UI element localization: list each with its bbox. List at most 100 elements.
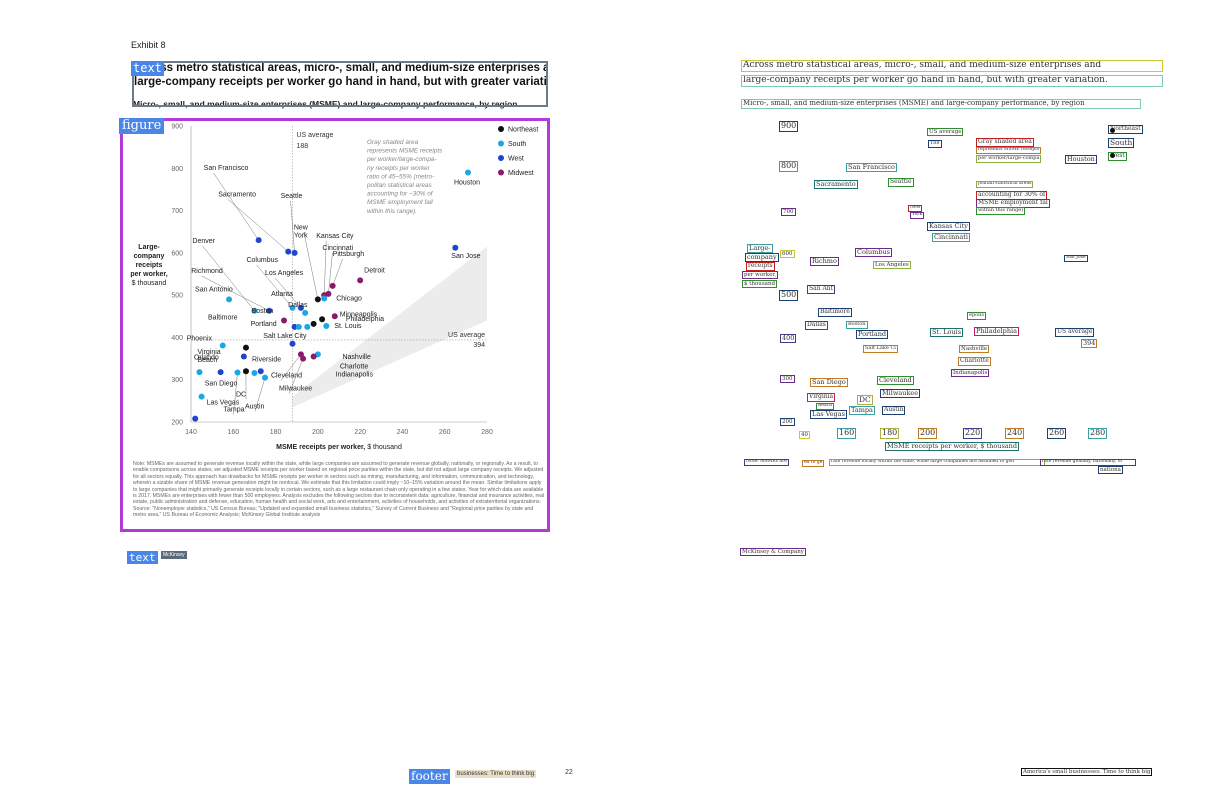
ocr-label: Philadelphia <box>974 327 1019 337</box>
y-axis-label: per worker, <box>130 271 167 278</box>
ocr-label: Columbus <box>855 248 892 258</box>
ocr-label: 900 <box>779 121 799 132</box>
ocr-label: 700 <box>781 208 796 217</box>
ocr-label: Sacramento <box>814 180 858 190</box>
data-point <box>255 237 262 244</box>
us-average-x-label: 188 <box>296 143 308 150</box>
ocr-label: epolis <box>967 312 986 320</box>
ocr-label: Milwaukee <box>880 389 921 399</box>
point-label: Nashville <box>342 354 371 361</box>
data-point <box>251 307 258 314</box>
ocr-label: Charlotte <box>958 357 991 366</box>
point-label: San Antonio <box>195 286 233 293</box>
point-label: New <box>294 224 309 231</box>
shaded-area-note: Gray shaded area <box>367 139 419 146</box>
region-tag-text: text <box>131 61 164 76</box>
ocr-label: 300 <box>780 375 795 384</box>
data-point <box>297 304 304 311</box>
ocr-note-fragment: Note: MSMEs are <box>744 459 789 466</box>
point-label: Salt Lake City <box>263 333 307 340</box>
ocr-label: Cleveland <box>877 376 914 386</box>
ocr-label: 600 <box>780 250 795 259</box>
data-point <box>285 248 292 255</box>
point-label: Philadelphia <box>346 316 384 323</box>
point-label: Columbus <box>246 257 278 264</box>
data-point <box>329 282 336 289</box>
ocr-note-fragment: nationa <box>1098 466 1123 475</box>
leader-line <box>303 232 319 300</box>
ocr-label: 260 <box>1047 428 1067 439</box>
ocr-label: US average <box>927 128 964 137</box>
scatter-chart: 140 160 180 200 220 240 260 280 200 300 400 500 600 7… <box>130 124 538 452</box>
ocr-legend-dot <box>1110 128 1115 133</box>
exhibit-title-line-1: Across metro statistical areas, micro-, … <box>134 62 546 74</box>
footer-text: businesses: Time to think big <box>455 770 537 778</box>
point-label: Sacramento <box>218 192 256 199</box>
point-label: Tampa <box>224 407 245 414</box>
shaded-area-note: within this range). <box>367 208 417 215</box>
data-point <box>314 296 321 303</box>
shaded-area-note: politan statistical areas <box>366 182 432 189</box>
ocr-label: receipts <box>746 262 775 271</box>
brand-mark: McKinsey <box>161 551 187 559</box>
data-point <box>289 340 296 347</box>
ocr-label: Gray shaded area <box>976 138 1034 147</box>
point-label: Atlanta <box>271 291 293 298</box>
shaded-area-note: represents MSME receipts <box>367 148 443 155</box>
ocr-note-fragment: rate revenue locally within the state, w… <box>829 459 1045 466</box>
point-label: Virginia <box>197 349 220 356</box>
data-point <box>281 317 288 324</box>
point-label: Orlando <box>194 354 219 361</box>
data-point <box>198 393 205 400</box>
ocr-label: per worker, <box>742 271 779 280</box>
x-tick-label: 140 <box>185 429 197 436</box>
ocr-label: 188 <box>928 140 942 148</box>
point-label: Las Vegas <box>207 400 240 407</box>
ocr-label: 800 <box>779 161 799 172</box>
ocr-label: South <box>1108 138 1135 149</box>
legend-label: West <box>508 156 524 163</box>
ocr-label: Cincinnati <box>932 233 970 243</box>
region-tag-footer: footer <box>409 769 450 784</box>
shaded-area-note: ratio of 45–55% (metro- <box>367 173 434 180</box>
ocr-label: Boston <box>846 321 868 329</box>
ocr-label: Las Vegas <box>810 410 847 420</box>
ocr-label: San Diego <box>810 378 848 388</box>
data-point <box>331 313 338 320</box>
ocr-label: 220 <box>963 428 983 439</box>
data-point <box>295 323 302 330</box>
ocr-label: represents MSME receipts <box>976 147 1042 154</box>
ocr-subtitle: Micro-, small, and medium-size enterpris… <box>741 99 1141 109</box>
ocr-label: San Ant <box>807 285 836 294</box>
data-point <box>300 355 307 362</box>
ocr-label: Virginia <box>807 393 836 402</box>
leader-line <box>256 264 293 308</box>
ocr-label: 200 <box>780 418 795 427</box>
leader-line <box>290 200 295 253</box>
x-tick-label: 220 <box>354 429 366 436</box>
ocr-legend-dot <box>1110 153 1115 158</box>
ocr-label: company <box>745 253 779 263</box>
ocr-label: Nashville <box>959 345 990 354</box>
ocr-label: York <box>910 212 925 219</box>
ocr-label: San Jose <box>1064 255 1088 262</box>
data-point <box>196 369 203 376</box>
data-point <box>242 344 249 351</box>
leader-line <box>228 199 289 252</box>
legend-marker <box>498 126 504 132</box>
y-tick-label: 800 <box>171 166 183 173</box>
data-point <box>219 342 226 349</box>
ocr-label: New <box>908 205 923 212</box>
ocr-label: Large- <box>747 244 773 254</box>
point-label: York <box>294 232 308 239</box>
region-tag-figure: figure <box>119 118 165 134</box>
y-tick-label: 400 <box>171 335 183 342</box>
data-point <box>464 169 471 176</box>
y-axis-label: $ thousand <box>132 280 167 287</box>
shaded-area-note: MSME employment fall <box>367 199 433 206</box>
ocr-label: Kansas City <box>927 222 970 232</box>
leader-line <box>254 377 266 412</box>
point-label: Riverside <box>252 357 281 364</box>
legend-label: Northeast <box>508 127 538 134</box>
data-point <box>291 249 298 256</box>
